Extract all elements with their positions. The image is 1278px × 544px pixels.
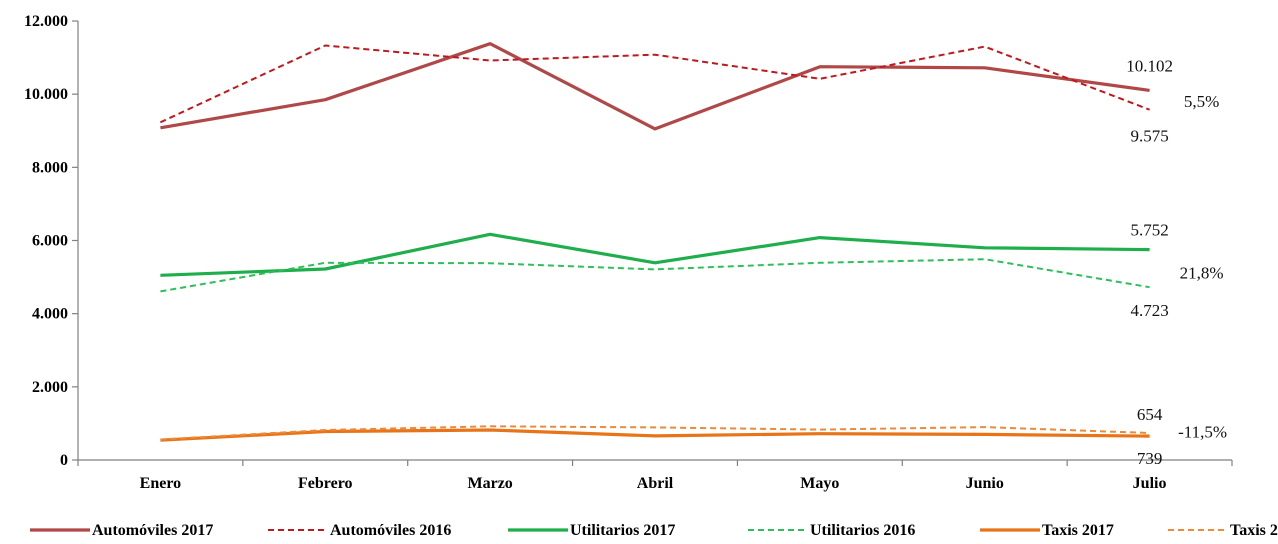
x-tick-label-junio: Junio: [966, 475, 1004, 492]
x-tick-label-julio: Julio: [1133, 475, 1167, 492]
annotation-label: 21,8%: [1180, 263, 1224, 282]
x-tick-label-abril: Abril: [637, 475, 674, 492]
series-line-automoviles-2016: [159, 44, 1150, 124]
annotation-label: 5.752: [1130, 221, 1168, 240]
axes: 0 2.000 4.000 6.000 8.000 10.000 12.000 Enero Fe…: [24, 13, 1233, 492]
x-tick-label-marzo: Marzo: [467, 475, 512, 492]
series-line-taxis-2017: [160, 428, 1150, 442]
series-layer: [159, 42, 1150, 442]
legend-label-utilitarios-2016: Utilitarios 2016: [810, 522, 915, 539]
y-tick-label: 4.000: [32, 306, 68, 323]
annotation-label: 5,5%: [1184, 92, 1219, 111]
legend-label-automoviles-2016: Automóviles 2016: [330, 522, 451, 539]
annotation-label: 654: [1137, 405, 1163, 424]
y-tick-label: 6.000: [32, 233, 68, 250]
y-tick-label: 8.000: [32, 159, 68, 176]
annotation-label: 739: [1137, 449, 1163, 468]
legend-label-utilitarios-2017: Utilitarios 2017: [570, 522, 675, 539]
series-line-taxis-2016: [160, 425, 1150, 441]
legend-label-automoviles-2017: Automóviles 2017: [92, 522, 213, 539]
legend-label-taxis-2016: Taxis 2016: [1230, 522, 1278, 539]
series-line-utilitarios-2017: [160, 232, 1150, 277]
y-tick-label: 12.000: [24, 13, 68, 30]
annotation-layer: 10.102 9.575 5,5% 5.752 4.723 21,8% 654 739 -11,…: [1126, 56, 1227, 468]
legend-label-taxis-2017: Taxis 2017: [1042, 522, 1114, 539]
x-tick-label-enero: Enero: [140, 475, 181, 492]
annotation-label: -11,5%: [1178, 422, 1227, 441]
annotation-label: 10.102: [1126, 56, 1173, 75]
series-line-automoviles-2017: [160, 42, 1150, 131]
y-tick-label: 2.000: [32, 379, 68, 396]
x-tick-label-febrero: Febrero: [298, 475, 353, 492]
legend: Automóviles 2017 Automóviles 2016 Utilitar…: [30, 522, 1278, 539]
annotation-label: 4.723: [1130, 301, 1168, 320]
y-tick-label: 0: [60, 452, 68, 469]
x-tick-label-mayo: Mayo: [800, 475, 839, 492]
y-tick-label: 10.000: [24, 86, 68, 103]
annotation-label: 9.575: [1130, 127, 1168, 146]
